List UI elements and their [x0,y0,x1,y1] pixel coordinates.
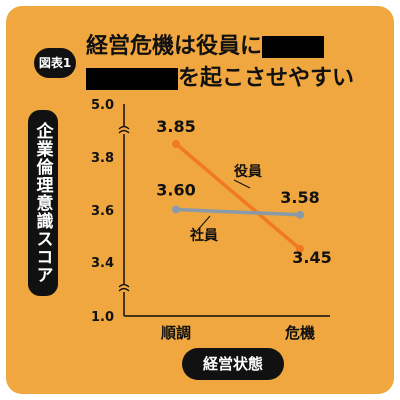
data-label: 3.60 [156,181,195,200]
redaction-bar [262,36,325,58]
x-tick-label: 順調 [160,324,191,342]
y-tick-label: 1.0 [91,310,114,325]
axis-break-mark [118,129,130,134]
series-line-0 [174,142,302,251]
y-axis-label-box [28,110,58,296]
series-label: 社員 [189,227,218,244]
y-tick-label: 3.4 [91,256,114,271]
chart-title-prefix: 経営危機は役員に [86,34,263,59]
data-label: 3.58 [280,188,319,207]
chart-title-line1: 経営危機は役員に [86,32,325,62]
series-label-leader [233,179,251,189]
axis-break-mark [118,283,130,288]
y-tick-label: 3.6 [91,204,114,219]
chart-series [172,139,304,253]
axis-break-mark [118,287,130,292]
data-point [172,205,180,214]
data-label: 3.45 [292,248,331,267]
data-point [172,139,180,148]
axis-break-mark [118,125,130,130]
x-tick-label: 危機 [285,324,315,342]
data-label: 3.85 [156,117,195,136]
chart-title-line2: を起こさせやすい [86,64,354,94]
figure-badge: 図表1 [34,48,76,78]
series-label-leader [195,215,211,233]
chart-axes [118,104,330,317]
y-tick-label: 5.0 [91,98,114,113]
data-point [296,210,304,219]
chart-title-suffix: を起こさせやすい [178,66,355,91]
x-axis-label: 経営状態 [182,348,284,380]
y-tick-label: 3.8 [91,151,114,166]
redaction-bar [86,68,178,90]
series-label: 役員 [234,163,262,180]
series-line-1 [175,207,301,217]
chart-labels: 5.0 3.8 3.6 3.4 1.0 順調 危機 3.85 3.45 役員 3.60 3.58 社員 [91,98,332,342]
data-point [296,244,304,253]
y-axis-label: 企業倫理意識スコア [32,122,53,284]
